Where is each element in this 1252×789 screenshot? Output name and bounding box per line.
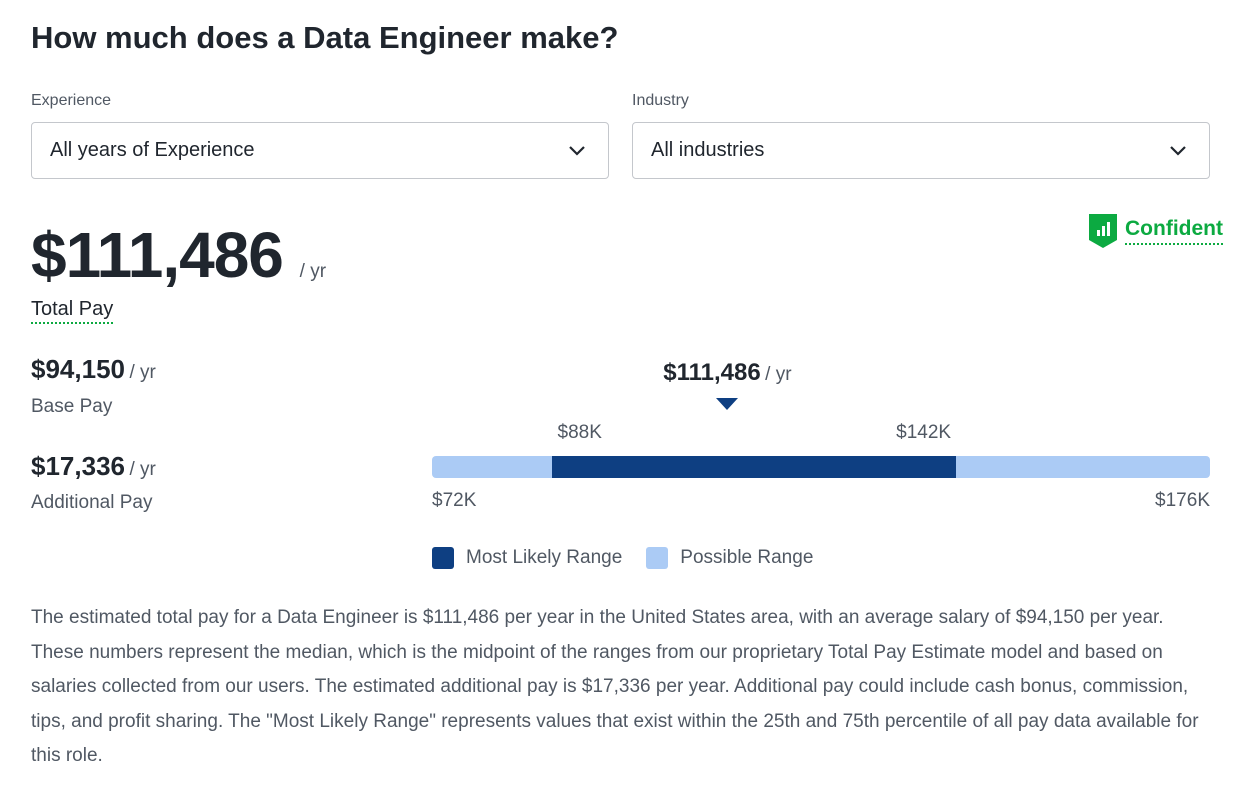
- legend: Most Likely Range Possible Range: [432, 547, 813, 569]
- experience-label: Experience: [31, 92, 112, 109]
- additional-pay-label: Additional Pay: [31, 492, 153, 513]
- confidence-label: Confident: [1125, 217, 1223, 245]
- industry-dropdown[interactable]: All industries: [632, 122, 1210, 179]
- chevron-down-icon: [569, 146, 585, 156]
- range-min-label: $72K: [432, 490, 477, 511]
- likely-low-label: $88K: [557, 422, 602, 443]
- median-unit: / yr: [765, 364, 792, 385]
- median-marker-label: $111,486 / yr: [663, 359, 791, 387]
- shield-bar-chart-icon: [1089, 214, 1117, 248]
- likely-high-label: $142K: [896, 422, 952, 443]
- legend-likely: Most Likely Range: [466, 547, 623, 568]
- pay-description: The estimated total pay for a Data Engin…: [31, 607, 1199, 766]
- median-marker-icon: [716, 398, 739, 410]
- legend-possible: Possible Range: [680, 547, 814, 568]
- total-pay-amount: $111,486: [31, 219, 284, 291]
- total-pay-label[interactable]: Total Pay: [31, 298, 114, 324]
- median-value: $111,486: [663, 359, 761, 386]
- experience-value: All years of Experience: [50, 139, 255, 161]
- legend-swatch-likely: [432, 547, 454, 569]
- total-pay-value: $111,486 / yr: [31, 218, 326, 292]
- legend-swatch-possible: [646, 547, 669, 569]
- experience-dropdown[interactable]: All years of Experience: [31, 122, 609, 179]
- page-title: How much does a Data Engineer make?: [31, 20, 619, 55]
- confidence-badge[interactable]: Confident: [1089, 214, 1223, 248]
- base-pay-unit: / yr: [129, 362, 156, 383]
- additional-pay-unit: / yr: [129, 459, 156, 480]
- industry-label: Industry: [632, 92, 689, 109]
- additional-pay-value: $17,336: [31, 451, 125, 481]
- base-pay-label: Base Pay: [31, 396, 113, 417]
- chevron-down-icon: [1170, 146, 1186, 156]
- range-max-label: $176K: [1155, 490, 1210, 511]
- likely-range-bar: [551, 456, 956, 478]
- total-pay-unit: / yr: [299, 261, 327, 282]
- base-pay-value: $94,150: [31, 354, 125, 384]
- possible-range-bar: [432, 456, 1210, 478]
- industry-value: All industries: [651, 139, 765, 161]
